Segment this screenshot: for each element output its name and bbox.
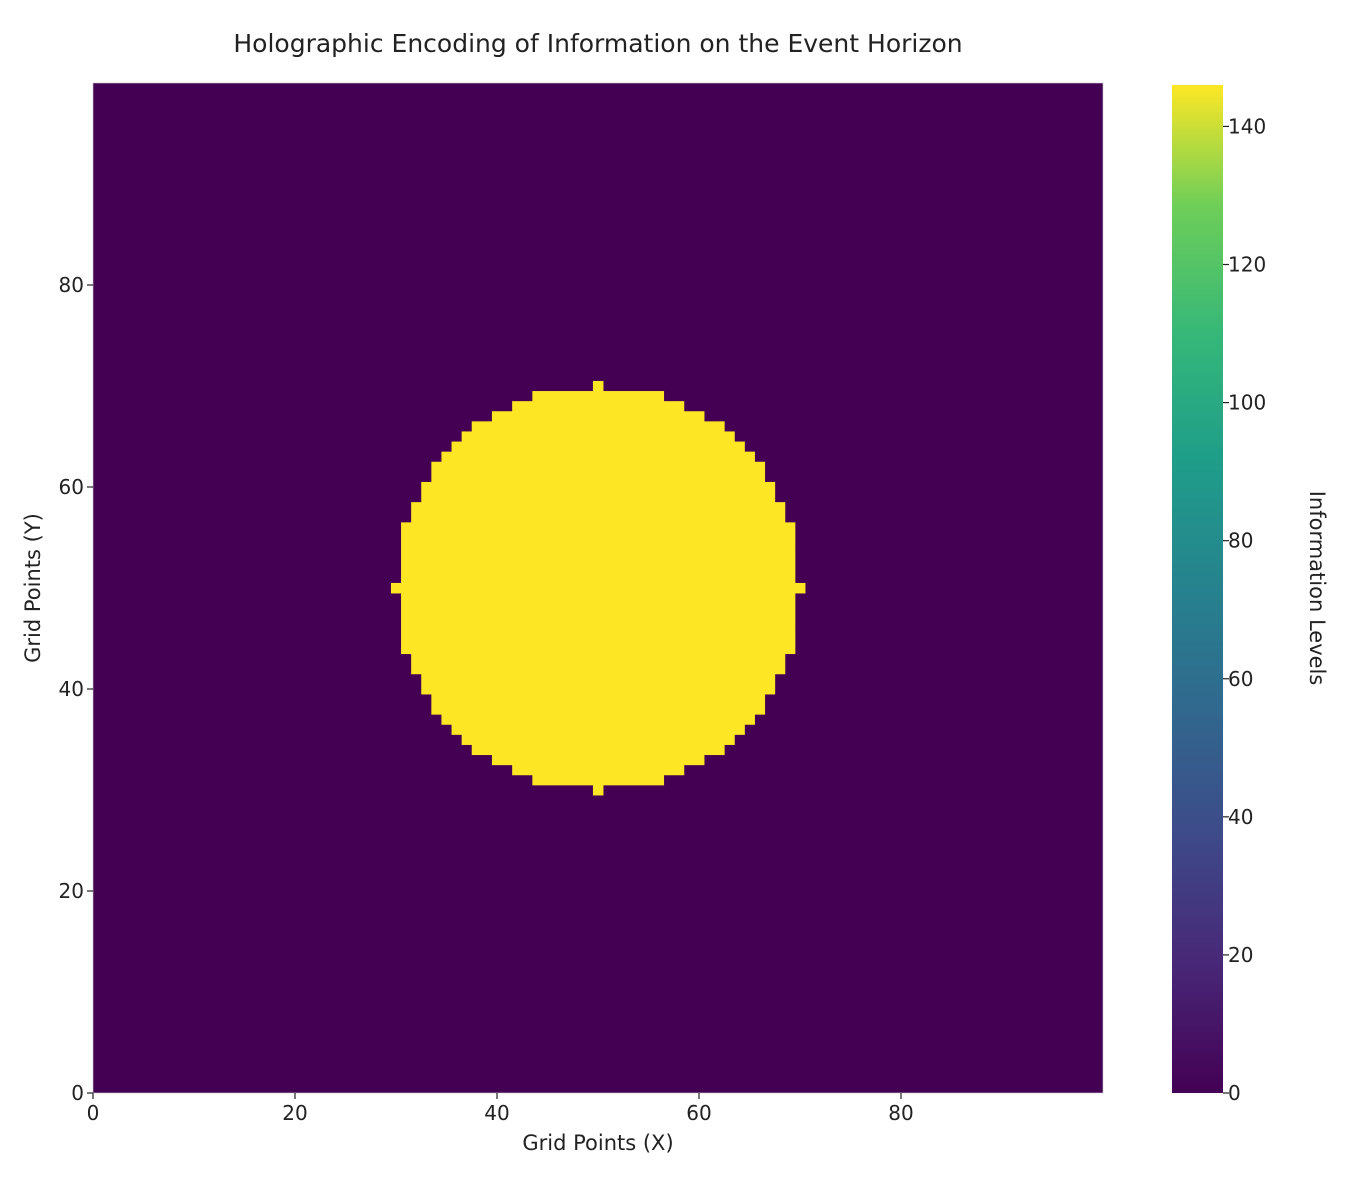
plot-frame	[92, 82, 1104, 1094]
heatmap-cell-run	[471, 744, 725, 756]
heatmap-cell-run	[401, 572, 796, 584]
heatmap-cell-run	[431, 694, 766, 705]
heatmap-cell-run	[431, 704, 766, 715]
colorbar	[1172, 85, 1223, 1093]
heatmap-cell-run	[592, 784, 604, 796]
heatmap-cell-run	[592, 380, 604, 392]
chart-title: Holographic Encoding of Information on t…	[233, 29, 962, 58]
heatmap-cell-run	[431, 471, 766, 483]
heatmap-cell-run	[401, 603, 796, 614]
y-axis-ticks: 0 20 40 60 80	[59, 273, 93, 1105]
x-axis-ticks: 0 20 40 60 80	[87, 1093, 914, 1125]
x-tick-label: 80	[888, 1101, 913, 1125]
colorbar-label: Information Levels	[1305, 491, 1329, 686]
heatmap-cell-run	[401, 562, 796, 574]
colorbar-tick-label: 100	[1228, 391, 1266, 415]
heatmap-cell-run	[532, 391, 665, 402]
heatmap-cell-run	[512, 764, 685, 776]
heatmap-cell-run	[512, 401, 685, 412]
heatmap-cell-run	[401, 633, 796, 644]
heatmap-cell-run	[401, 643, 796, 655]
colorbar-tick-label: 80	[1228, 529, 1253, 553]
y-tick-label: 0	[71, 1081, 84, 1105]
heatmap-cell-run	[401, 532, 796, 543]
heatmap-cell-run	[401, 623, 796, 634]
heatmap-cell-run	[411, 502, 786, 513]
heatmap-cell-run	[461, 431, 735, 442]
heatmap-cell-run	[471, 421, 725, 432]
heatmap-cell-run	[401, 613, 796, 624]
x-tick-label: 20	[282, 1101, 307, 1125]
heatmap-cell-run	[451, 441, 745, 453]
heatmap-cell-run	[532, 774, 665, 786]
heatmap-cell-run	[441, 714, 755, 725]
x-tick-label: 0	[87, 1101, 100, 1125]
y-tick-label: 20	[59, 879, 84, 903]
heatmap-cell-run	[461, 734, 735, 745]
heatmap-cell-run	[421, 673, 776, 685]
heatmap-cell-run	[431, 461, 766, 473]
y-tick-label: 40	[59, 677, 84, 701]
heatmap-cell-run	[401, 593, 796, 604]
x-tick-label: 40	[484, 1101, 509, 1125]
heatmap-cell-run	[411, 512, 786, 523]
heatmap-cell-run	[390, 582, 806, 594]
colorbar-ticks: 0 20 40 60 80 100 120 140	[1223, 114, 1266, 1105]
heatmap-cell-run	[411, 663, 786, 675]
y-axis-label: Grid Points (Y)	[21, 513, 45, 663]
heatmap-cell-run	[401, 542, 796, 554]
heatmap-cell-run	[411, 653, 786, 665]
heatmap-cell-run	[421, 683, 776, 695]
heatmap-cell-run	[491, 754, 705, 766]
colorbar-tick-label: 120	[1228, 253, 1266, 277]
heatmap-cell-run	[421, 492, 776, 503]
colorbar-tick-label: 40	[1228, 805, 1253, 829]
heatmap-cell-run	[401, 522, 796, 533]
heatmap-cell-run	[441, 451, 755, 463]
heatmap-cell-run	[491, 411, 705, 422]
heatmap-cell-run	[451, 724, 745, 735]
heatmap-cell-run	[421, 481, 776, 493]
y-tick-label: 60	[59, 475, 84, 499]
colorbar-tick-label: 60	[1228, 667, 1253, 691]
x-axis-label: Grid Points (X)	[522, 1131, 673, 1155]
colorbar-tick-label: 20	[1228, 943, 1253, 967]
heatmap-cell-run	[401, 552, 796, 564]
heatmap-cells	[93, 83, 1103, 1093]
x-tick-label: 60	[686, 1101, 711, 1125]
colorbar-tick-label: 140	[1228, 114, 1266, 138]
y-tick-label: 80	[59, 273, 84, 297]
colorbar-tick-label: 0	[1228, 1081, 1241, 1105]
